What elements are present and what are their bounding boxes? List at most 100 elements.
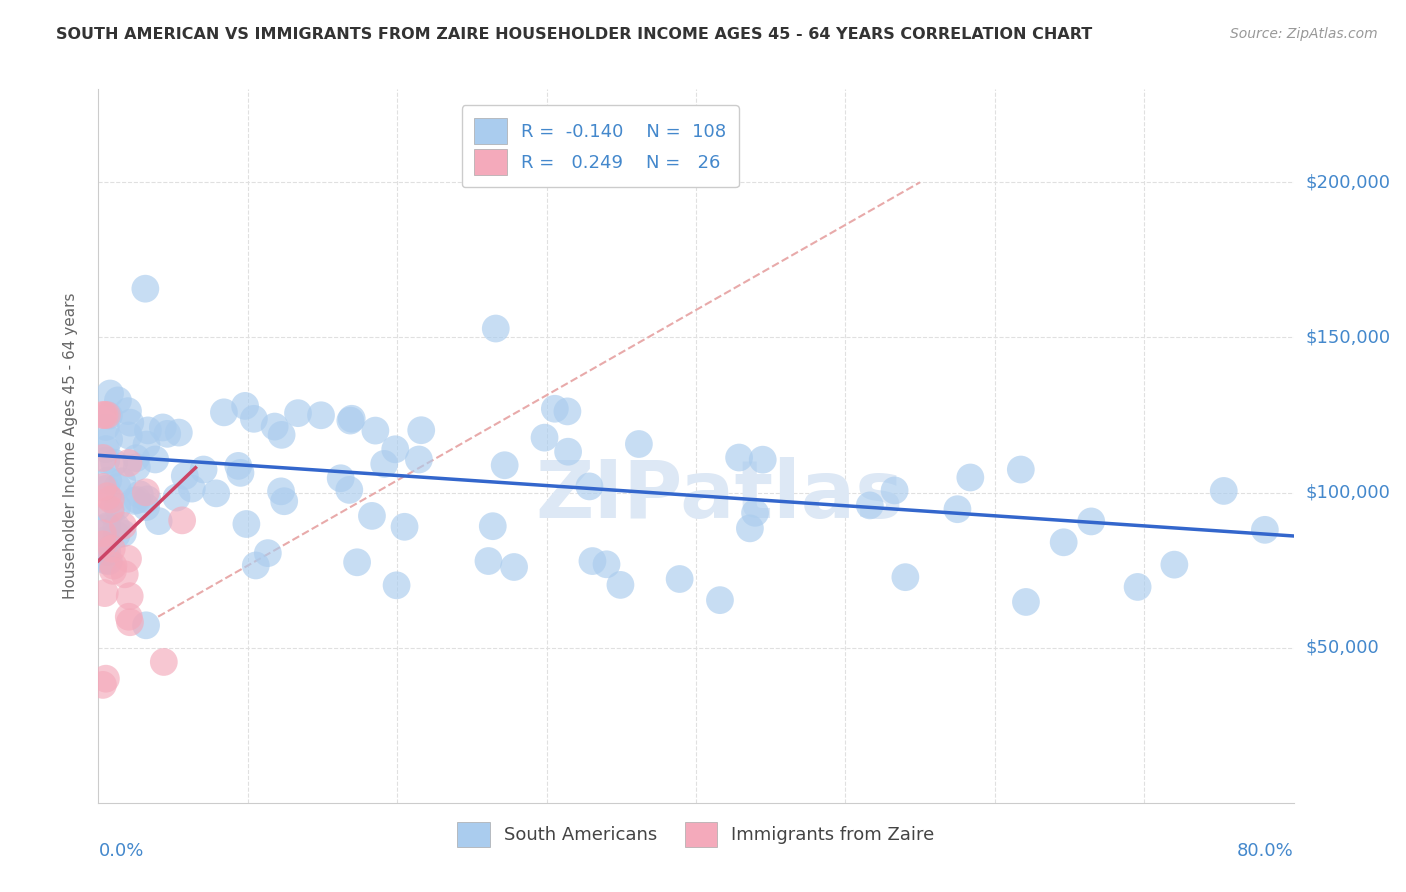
Point	[96, 489, 118, 503]
Point	[245, 558, 267, 573]
Point	[136, 424, 159, 438]
Point	[118, 615, 141, 630]
Point	[205, 486, 228, 500]
Text: $200,000: $200,000	[1305, 173, 1391, 191]
Point	[118, 589, 141, 603]
Point	[143, 452, 166, 467]
Text: ZIPatlas: ZIPatlas	[536, 457, 904, 535]
Point	[256, 546, 278, 560]
Point	[1126, 580, 1149, 594]
Point	[173, 469, 195, 483]
Text: 0.0%: 0.0%	[98, 842, 143, 860]
Point	[494, 458, 516, 473]
Point	[127, 492, 149, 507]
Point	[152, 420, 174, 434]
Text: $50,000: $50,000	[1305, 639, 1379, 657]
Point	[263, 419, 285, 434]
Point	[117, 456, 139, 470]
Point	[738, 521, 761, 535]
Point	[136, 492, 159, 507]
Point	[180, 482, 202, 496]
Point	[105, 528, 128, 542]
Point	[98, 409, 121, 423]
Point	[859, 499, 882, 513]
Point	[100, 502, 122, 516]
Point	[91, 450, 114, 465]
Text: SOUTH AMERICAN VS IMMIGRANTS FROM ZAIRE HOUSEHOLDER INCOME AGES 45 - 64 YEARS CO: SOUTH AMERICAN VS IMMIGRANTS FROM ZAIRE …	[56, 27, 1092, 42]
Point	[1080, 515, 1102, 529]
Point	[557, 404, 579, 418]
Point	[111, 475, 134, 489]
Point	[946, 502, 969, 516]
Point	[94, 482, 117, 496]
Point	[96, 408, 118, 422]
Point	[346, 555, 368, 569]
Point	[270, 484, 292, 499]
Point	[481, 519, 503, 533]
Point	[339, 413, 361, 427]
Point	[112, 518, 135, 533]
Point	[233, 399, 256, 413]
Point	[125, 451, 148, 466]
Point	[270, 428, 292, 442]
Point	[668, 572, 690, 586]
Point	[533, 431, 555, 445]
Point	[894, 570, 917, 584]
Point	[361, 508, 384, 523]
Point	[98, 386, 121, 401]
Point	[114, 567, 136, 582]
Point	[94, 420, 117, 434]
Point	[165, 491, 187, 505]
Point	[135, 437, 157, 451]
Point	[101, 564, 124, 578]
Point	[385, 578, 408, 592]
Point	[94, 521, 117, 535]
Point	[228, 458, 250, 473]
Point	[411, 423, 433, 437]
Point	[134, 282, 156, 296]
Point	[105, 520, 128, 534]
Point	[125, 460, 148, 475]
Point	[117, 404, 139, 418]
Point	[118, 428, 141, 442]
Point	[373, 457, 395, 471]
Point	[103, 558, 125, 573]
Point	[477, 554, 499, 568]
Point	[1254, 523, 1277, 537]
Point	[118, 609, 141, 624]
Point	[751, 452, 773, 467]
Point	[94, 586, 117, 600]
Y-axis label: Householder Income Ages 45 - 64 years: Householder Income Ages 45 - 64 years	[63, 293, 77, 599]
Point	[959, 470, 981, 484]
Point	[153, 655, 176, 669]
Point	[91, 537, 114, 551]
Point	[581, 554, 603, 568]
Point	[96, 545, 118, 559]
Point	[503, 560, 526, 574]
Point	[135, 618, 157, 632]
Point	[94, 672, 117, 686]
Point	[337, 483, 360, 497]
Point	[100, 541, 122, 556]
Point	[91, 678, 114, 692]
Point	[94, 442, 117, 456]
Point	[329, 471, 352, 485]
Text: $150,000: $150,000	[1305, 328, 1391, 346]
Point	[94, 549, 117, 564]
Point	[1053, 535, 1076, 549]
Point	[117, 551, 139, 566]
Point	[193, 462, 215, 476]
Point	[100, 492, 122, 507]
Point	[91, 526, 114, 541]
Point	[91, 408, 114, 422]
Point	[91, 480, 114, 494]
Point	[544, 401, 567, 416]
Point	[709, 593, 731, 607]
Point	[485, 321, 508, 335]
Point	[96, 453, 118, 467]
Point	[122, 494, 145, 508]
Point	[120, 416, 142, 430]
Point	[94, 553, 117, 567]
Point	[111, 526, 134, 541]
Text: $100,000: $100,000	[1305, 483, 1391, 501]
